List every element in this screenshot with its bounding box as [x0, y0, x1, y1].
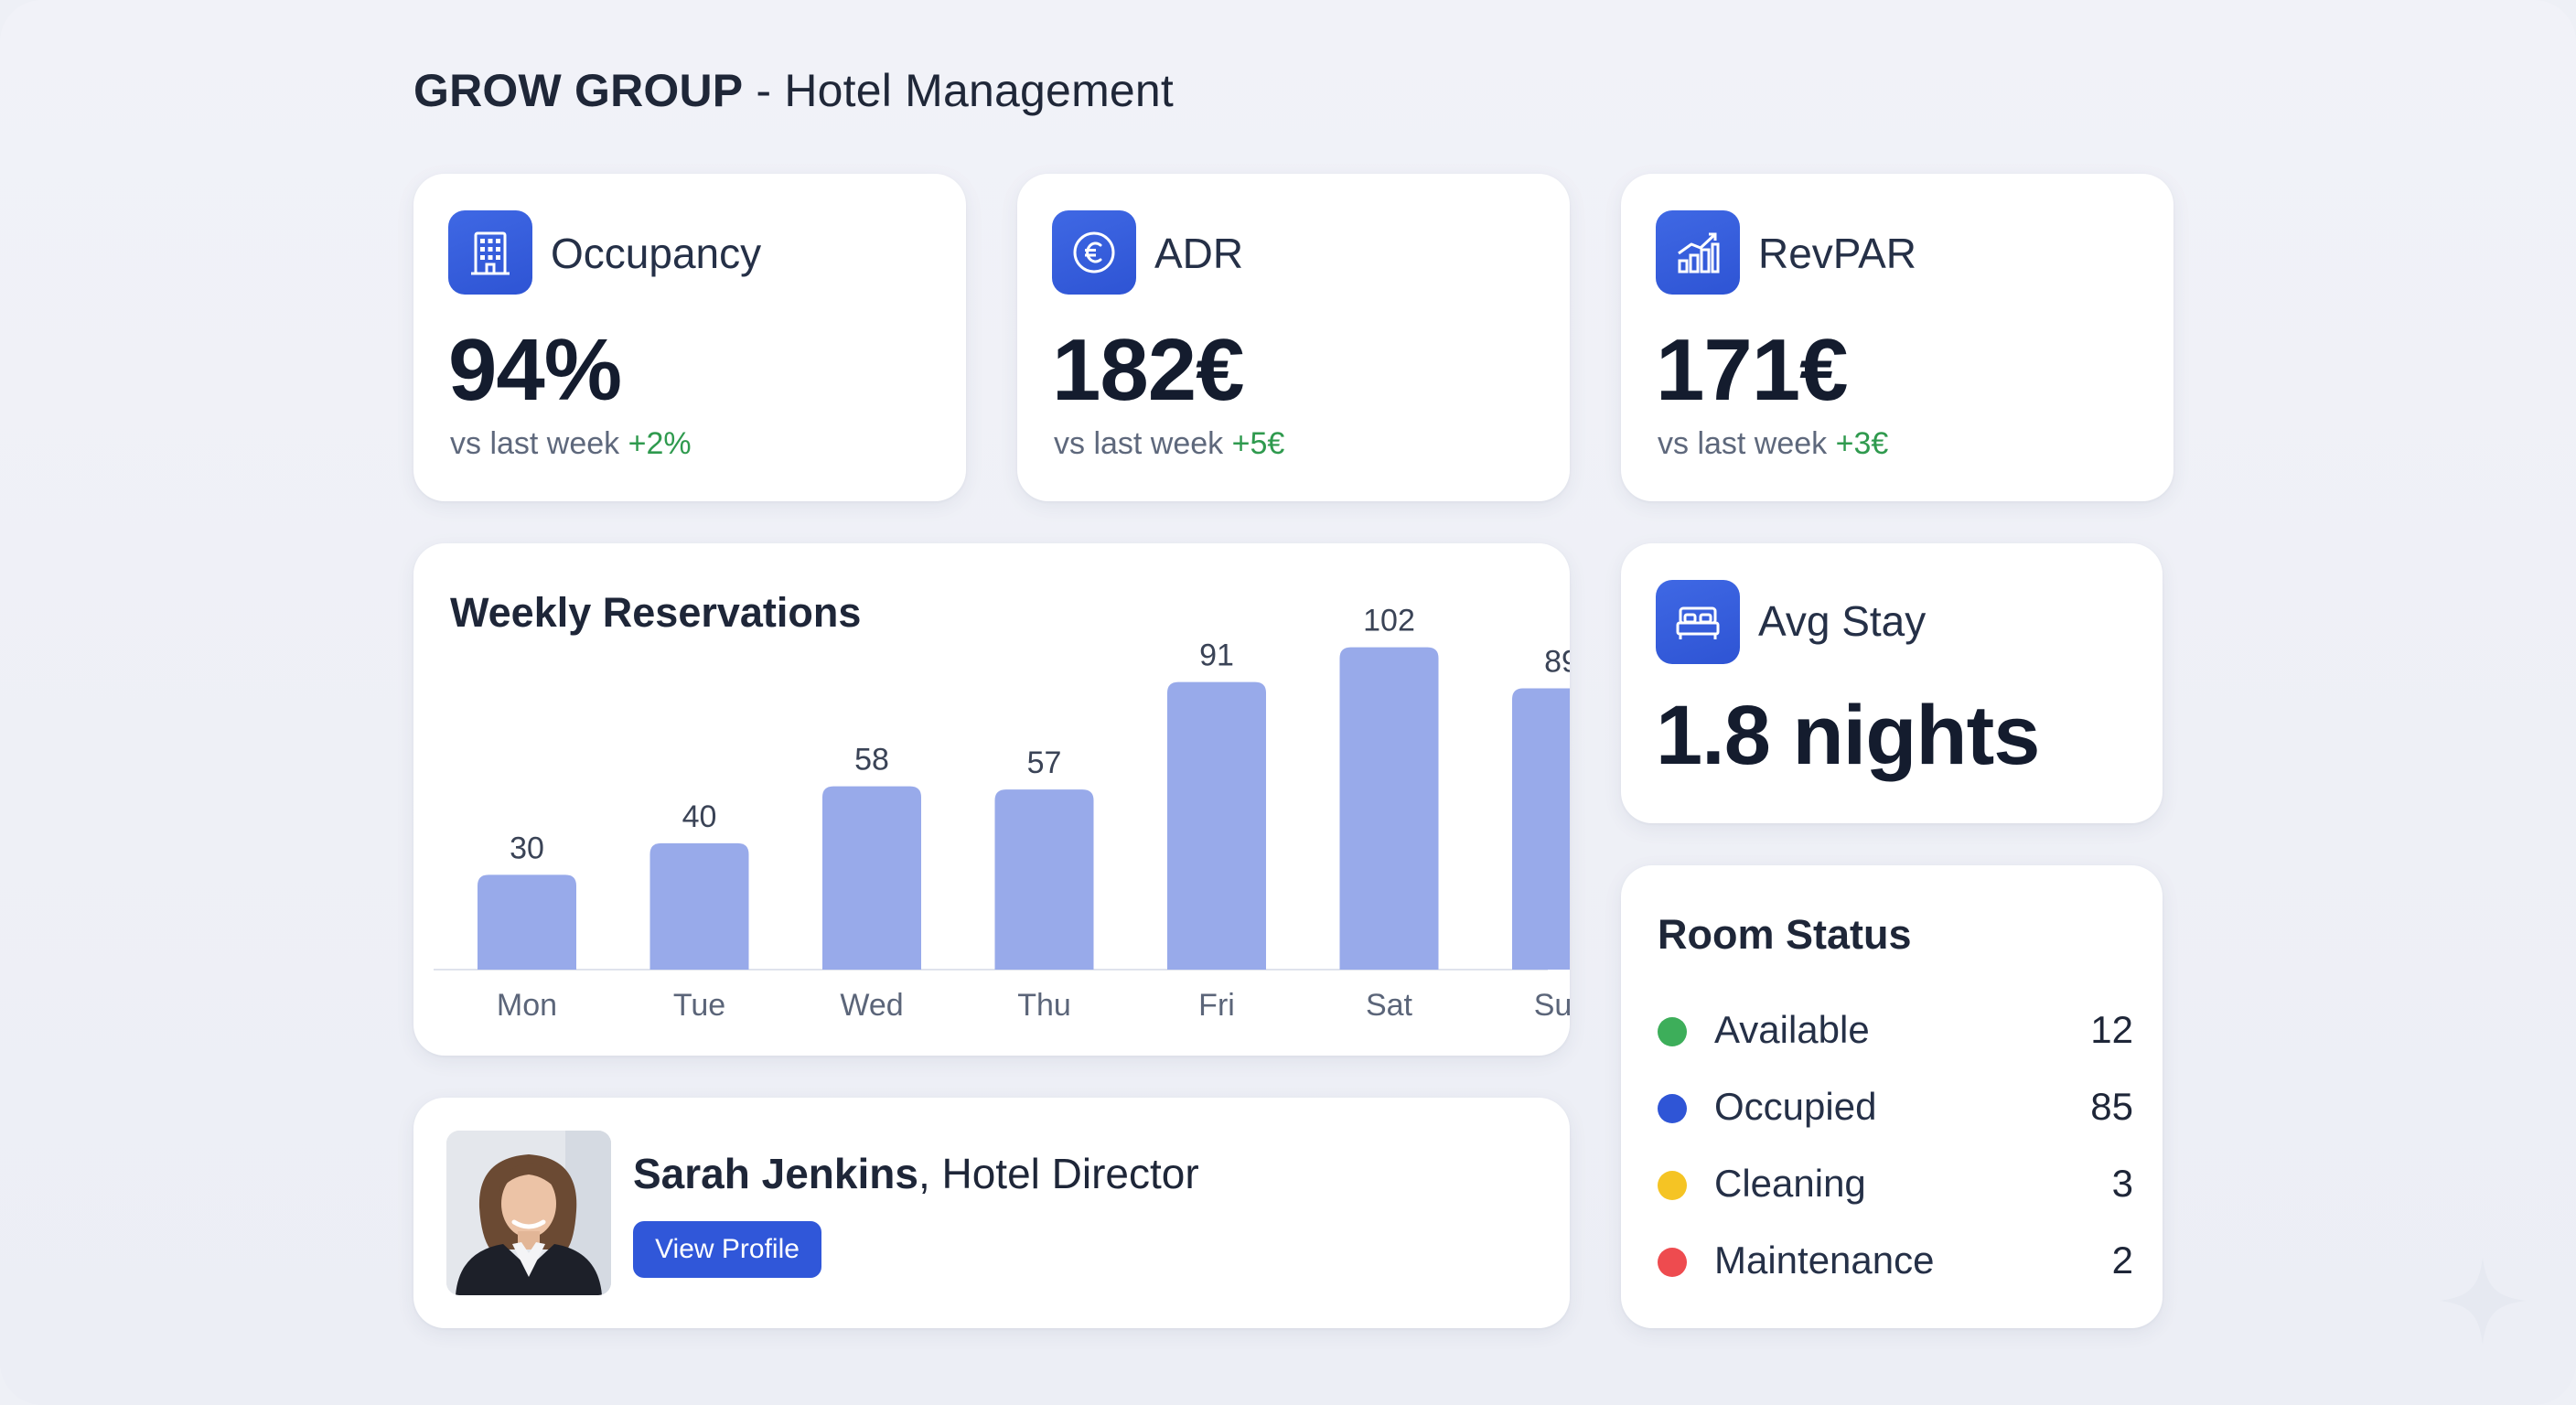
status-label: Maintenance [1714, 1239, 1935, 1282]
status-row-available: Available 12 [1658, 1003, 2133, 1057]
data-label-thu: 57 [1027, 745, 1062, 780]
x-tick-label-sat: Sat [1366, 988, 1413, 1023]
room-status-title: Room Status [1658, 911, 1912, 958]
building-icon [448, 210, 532, 295]
revpar-delta: +3€ [1835, 426, 1889, 461]
data-label-tue: 40 [682, 799, 717, 834]
adr-value: 182€ [1052, 321, 1245, 419]
maintenance-dot-icon [1658, 1248, 1687, 1277]
profile-role: , Hotel Director [918, 1150, 1199, 1197]
bar-wed [822, 786, 921, 970]
status-row-cleaning: Cleaning 3 [1658, 1156, 2133, 1211]
bar-thu [994, 789, 1094, 970]
status-count: 85 [2090, 1085, 2133, 1128]
bed-icon [1656, 580, 1740, 664]
status-label: Cleaning [1714, 1162, 1866, 1205]
bar-mon [478, 874, 576, 970]
data-label-fri: 91 [1199, 638, 1234, 673]
bar-tue [649, 842, 749, 970]
x-tick-label-fri: Fri [1198, 988, 1235, 1023]
sparkle-icon [2439, 1257, 2527, 1345]
revpar-compare-text: vs last week [1658, 426, 1828, 461]
data-label-sun: 89 [1544, 645, 1570, 680]
page-title: GROW GROUP - Hotel Management [413, 64, 1174, 117]
view-profile-button[interactable]: View Profile [633, 1221, 821, 1278]
bar-sat [1339, 647, 1439, 970]
avg-stay-label: Avg Stay [1758, 597, 1927, 645]
status-count: 2 [2111, 1239, 2133, 1282]
x-tick-label-sun: Sun [1534, 988, 1570, 1023]
adr-card: ADR 182€ vs last week +5€ [1017, 174, 1570, 501]
x-tick-label-tue: Tue [673, 988, 725, 1023]
occupied-dot-icon [1658, 1094, 1687, 1123]
status-row-maintenance: Maintenance 2 [1658, 1233, 2133, 1288]
occupancy-label: Occupancy [551, 230, 762, 277]
revpar-label: RevPAR [1758, 230, 1916, 277]
revpar-card: RevPAR 171€ vs last week +3€ [1621, 174, 2174, 501]
brand-name: GROW GROUP [413, 65, 744, 116]
trend-chart-icon [1656, 210, 1740, 295]
adr-label: ADR [1154, 230, 1244, 277]
x-tick-label-mon: Mon [497, 988, 557, 1023]
adr-compare: vs last week +5€ [1054, 426, 1284, 462]
status-count: 12 [2090, 1008, 2133, 1051]
status-label: Available [1714, 1008, 1870, 1051]
data-label-sat: 102 [1363, 604, 1415, 638]
occupancy-value: 94% [448, 321, 622, 419]
cleaning-dot-icon [1658, 1171, 1687, 1200]
status-count: 3 [2111, 1162, 2133, 1205]
bar-fri [1167, 681, 1266, 970]
euro-icon [1052, 210, 1136, 295]
profile-name: Sarah Jenkins, Hotel Director [633, 1149, 1199, 1198]
avg-stay-card: Avg Stay 1.8 nights [1621, 543, 2163, 823]
bar-sun [1512, 688, 1570, 970]
x-tick-label-thu: Thu [1017, 988, 1071, 1023]
revpar-value: 171€ [1656, 321, 1849, 419]
occupancy-compare-text: vs last week [450, 426, 620, 461]
weekly-reservations-title: Weekly Reservations [450, 589, 862, 636]
data-label-mon: 30 [510, 831, 544, 865]
weekly-reservations-card: Weekly Reservations 30 Mon 40 Tue 58 Wed 57 Thu… [413, 543, 1570, 1056]
room-status-card: Room Status Available 12 Occupied 85 Cle… [1621, 865, 2163, 1328]
x-tick-label-wed: Wed [840, 988, 903, 1023]
adr-compare-text: vs last week [1054, 426, 1224, 461]
status-row-occupied: Occupied 85 [1658, 1079, 2133, 1134]
profile-person-name: Sarah Jenkins [633, 1150, 918, 1197]
occupancy-delta: +2% [628, 426, 692, 461]
available-dot-icon [1658, 1017, 1687, 1046]
page-subtitle: - Hotel Management [743, 65, 1175, 116]
occupancy-compare: vs last week +2% [450, 426, 692, 462]
data-label-wed: 58 [854, 743, 889, 778]
profile-card: Sarah Jenkins, Hotel Director View Profi… [413, 1098, 1570, 1328]
status-label: Occupied [1714, 1085, 1877, 1128]
revpar-compare: vs last week +3€ [1658, 426, 1888, 462]
adr-delta: +5€ [1231, 426, 1285, 461]
avatar [446, 1131, 611, 1295]
avg-stay-value: 1.8 nights [1656, 689, 2040, 782]
occupancy-card: Occupancy 94% vs last week +2% [413, 174, 966, 501]
weekly-reservations-chart: 30 Mon 40 Tue 58 Wed 57 Thu 91 Fri 102 Sat 89 Sun [434, 604, 1570, 1023]
